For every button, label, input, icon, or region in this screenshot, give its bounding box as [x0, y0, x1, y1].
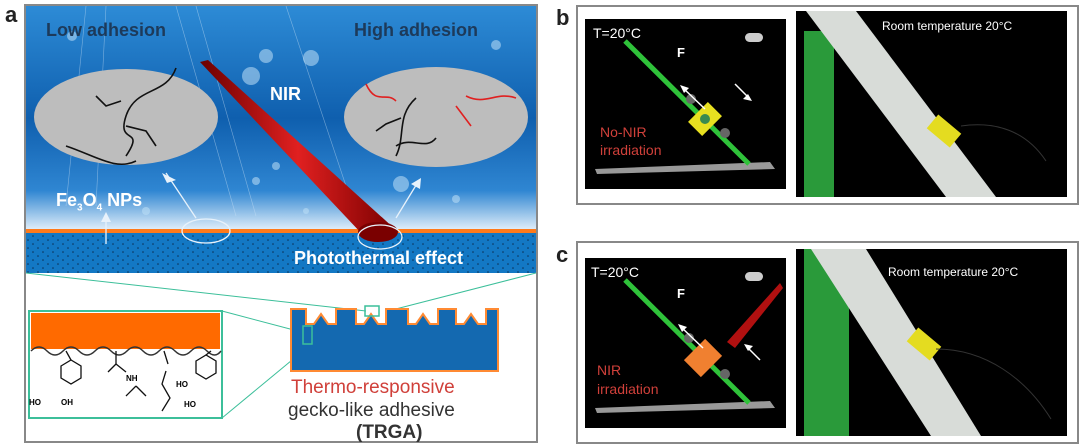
b-force-label: F [677, 45, 685, 60]
c-photo-caption: Room temperature 20°C [888, 265, 1019, 279]
chem-oh-1: OH [61, 398, 73, 407]
panel-c-schematic: T=20°C F NIR irradiation [585, 258, 786, 428]
chem-ho-2: HO [176, 380, 188, 389]
high-adhesion-molecule-bubble [344, 67, 528, 167]
panel-a-illustration [26, 6, 536, 419]
chem-ho-1: HO [29, 398, 41, 407]
rain-cloud-icon [745, 272, 763, 281]
rain-cloud-icon [745, 33, 763, 42]
trga-line-3: (TRGA) [356, 422, 423, 443]
c-temperature-label: T=20°C [591, 264, 640, 280]
b-photo-caption: Room temperature 20°C [882, 19, 1013, 33]
panel-a-frame: Low adhesion High adhesion NIR Fe3O4 NPs… [24, 4, 538, 443]
panel-label-b: b [556, 5, 570, 30]
b-condition-line-2: irradiation [600, 142, 662, 158]
panel-b-schematic: T=20°C F No-NIR irradiation [585, 19, 786, 189]
gecko-microstructure [290, 308, 499, 372]
subscript-4: 4 [96, 202, 103, 214]
fe-text: Fe [56, 190, 78, 210]
o-text: O [82, 190, 97, 210]
panel-c-incline-diagram [595, 278, 783, 413]
c-condition-line-1: NIR [597, 362, 622, 378]
chem-ho-3: HO [184, 400, 196, 409]
b-temperature-label: T=20°C [593, 25, 642, 41]
photothermal-effect-label: Photothermal effect [294, 248, 464, 268]
panel-label-a: a [5, 2, 18, 27]
fe3o4-nps-label: Fe3O4 NPs [56, 190, 142, 214]
low-adhesion-label: Low adhesion [46, 20, 167, 40]
chem-nh: NH [126, 374, 138, 383]
b-condition-line-1: No-NIR [600, 124, 647, 140]
panel-label-c: c [556, 242, 569, 267]
panel-b-photo: Room temperature 20°C [796, 11, 1067, 197]
trga-line-2: gecko-like adhesive [288, 400, 455, 421]
c-condition-line-2: irradiation [597, 381, 659, 397]
panel-b-incline-diagram [595, 39, 775, 174]
panel-c-photo: Room temperature 20°C [796, 249, 1067, 436]
c-force-label: F [677, 286, 685, 301]
subscript-3: 3 [77, 202, 83, 214]
high-adhesion-label: High adhesion [354, 20, 479, 40]
nps-text: NPs [102, 190, 143, 210]
trga-line-1: Thermo-responsive [291, 377, 455, 398]
nir-laser-beam [200, 60, 396, 234]
panel-c-frame [576, 241, 1079, 444]
nir-label: NIR [270, 84, 301, 104]
panel-b-frame [576, 5, 1079, 205]
orange-surface-layer [26, 229, 536, 233]
